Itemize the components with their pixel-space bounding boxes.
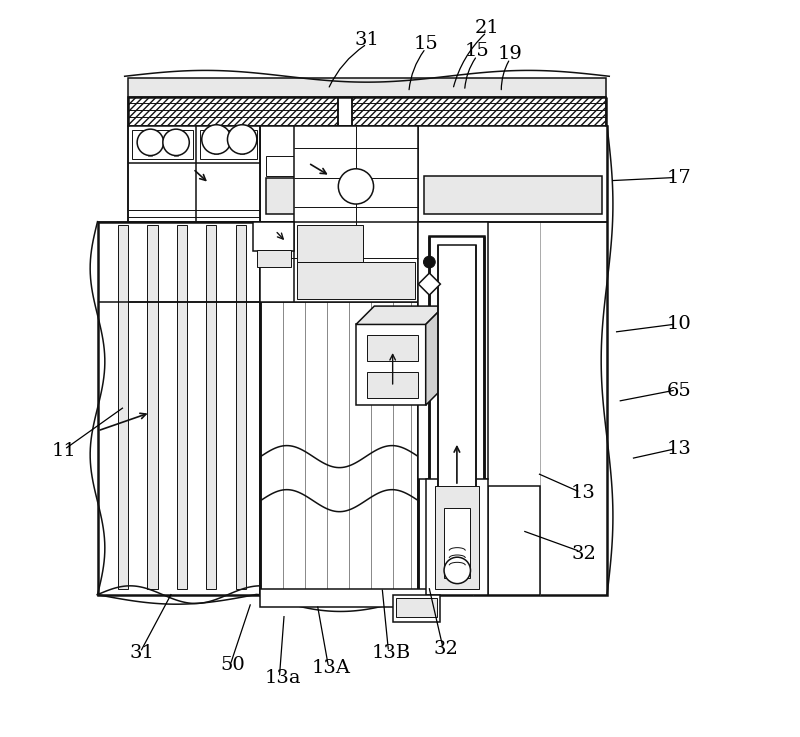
Text: 32: 32 (571, 545, 596, 562)
Text: 65: 65 (666, 382, 691, 399)
Text: 50: 50 (220, 656, 245, 674)
Polygon shape (438, 245, 476, 558)
Polygon shape (266, 178, 411, 214)
Polygon shape (128, 78, 606, 97)
Polygon shape (352, 97, 606, 126)
Polygon shape (257, 250, 291, 268)
Text: 13: 13 (571, 484, 596, 503)
Polygon shape (396, 598, 437, 617)
Text: 15: 15 (414, 35, 438, 53)
Polygon shape (199, 130, 257, 159)
Text: 13B: 13B (371, 644, 411, 663)
Text: 17: 17 (666, 169, 691, 186)
Polygon shape (128, 126, 261, 222)
Text: 13: 13 (666, 440, 691, 458)
Polygon shape (261, 126, 418, 222)
Polygon shape (147, 226, 158, 589)
Polygon shape (418, 222, 488, 478)
Polygon shape (418, 126, 607, 595)
Circle shape (227, 125, 257, 154)
Polygon shape (488, 486, 539, 595)
Polygon shape (294, 126, 418, 237)
Polygon shape (444, 508, 470, 578)
Polygon shape (393, 595, 440, 622)
Text: 31: 31 (354, 30, 379, 49)
Circle shape (448, 539, 466, 557)
Circle shape (202, 125, 231, 154)
Circle shape (163, 129, 190, 156)
Text: 19: 19 (498, 45, 522, 63)
Circle shape (137, 129, 163, 156)
Polygon shape (177, 226, 187, 589)
Text: 31: 31 (129, 644, 154, 663)
Polygon shape (367, 372, 418, 398)
Text: 32: 32 (433, 640, 458, 658)
Polygon shape (298, 226, 363, 262)
Polygon shape (426, 478, 488, 595)
Polygon shape (356, 306, 444, 324)
Polygon shape (430, 237, 485, 567)
Text: 11: 11 (51, 441, 76, 460)
Polygon shape (118, 226, 128, 589)
Polygon shape (266, 156, 411, 176)
Polygon shape (418, 126, 607, 222)
Polygon shape (253, 222, 294, 251)
Polygon shape (424, 176, 602, 214)
Polygon shape (261, 222, 418, 302)
Polygon shape (298, 262, 414, 298)
Polygon shape (356, 324, 426, 405)
Polygon shape (426, 306, 444, 405)
Polygon shape (261, 589, 430, 607)
Polygon shape (235, 226, 246, 589)
Polygon shape (206, 226, 217, 589)
Polygon shape (367, 335, 418, 361)
Text: 13A: 13A (311, 659, 350, 677)
Circle shape (338, 169, 374, 204)
Text: 15: 15 (465, 42, 490, 60)
Circle shape (444, 557, 470, 584)
Text: 13a: 13a (264, 669, 301, 688)
Polygon shape (261, 222, 418, 595)
Circle shape (423, 256, 435, 268)
Polygon shape (98, 222, 261, 595)
Polygon shape (132, 130, 193, 159)
Text: 21: 21 (474, 19, 499, 37)
Polygon shape (435, 486, 479, 589)
Polygon shape (418, 273, 440, 295)
Text: 10: 10 (666, 315, 691, 333)
Polygon shape (128, 97, 338, 126)
